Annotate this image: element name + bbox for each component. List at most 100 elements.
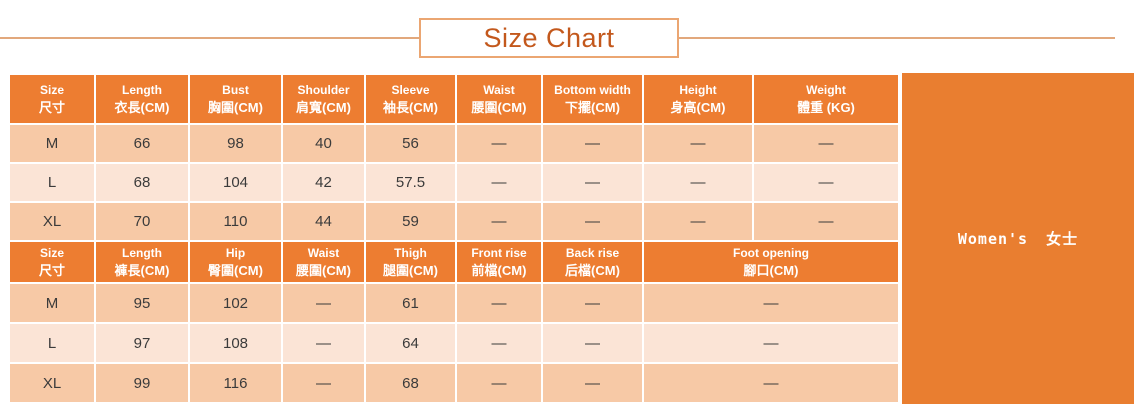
header-label-en: Weight — [806, 82, 846, 97]
value-cell: 116 — [188, 362, 283, 404]
value-cell: 108 — [188, 322, 283, 364]
value-cell: — — [642, 162, 754, 203]
header-label-zh: 肩寬(CM) — [296, 99, 351, 115]
header-label-en: Height — [679, 82, 717, 97]
header-label-zh: 腰圍(CM) — [471, 99, 527, 115]
value-cell: — — [752, 162, 900, 203]
header-label-en: Hip — [225, 245, 246, 260]
value-cell: — — [642, 282, 900, 324]
value-cell: 44 — [281, 201, 366, 242]
header-label-en: Size — [39, 245, 64, 260]
value-cell: 59 — [364, 201, 457, 242]
value-cell: 97 — [94, 322, 190, 364]
value-cell: 110 — [188, 201, 283, 242]
bottoms-row-xl: XL 99 116—68— — — — [8, 362, 900, 404]
value-cell: 95 — [94, 282, 190, 324]
gender-label-en: Women's — [957, 229, 1029, 248]
value-cell: — — [752, 123, 900, 164]
tops-header-bottom-width: Bottom width 下擺(CM) — [541, 73, 644, 125]
gender-panel: Women's 女士 — [902, 73, 1134, 404]
bottoms-row-l: L 97 108—64— — — — [8, 322, 900, 364]
tops-header-shoulder: Shoulder 肩寬(CM) — [281, 73, 366, 125]
value-cell: — — [455, 282, 543, 324]
value-cell: — — [642, 322, 900, 364]
tops-header-row: Size 尺寸 Length 衣長(CM) Bust 胸圍(CM) Shoulder 肩寬(C… — [8, 73, 900, 125]
size-cell: L — [8, 322, 96, 364]
value-cell: 61 — [364, 282, 457, 324]
header-label-zh: 腰圍(CM) — [296, 262, 351, 278]
header-label-zh: 胸圍(CM) — [208, 99, 263, 115]
bottoms-header-thigh: Thigh 腿圍(CM) — [364, 240, 457, 284]
tops-header-height: Height 身高(CM) — [642, 73, 754, 125]
value-cell: — — [455, 362, 543, 404]
tops-header-size: Size 尺寸 — [8, 73, 96, 125]
value-cell: — — [455, 322, 543, 364]
size-cell: M — [8, 123, 96, 164]
size-cell: XL — [8, 201, 96, 242]
title-band: Size Chart — [0, 0, 1134, 73]
bottoms-header-waist: Waist 腰圍(CM) — [281, 240, 366, 284]
bottoms-header-row: Size 尺寸 Length 褲長(CM) Hip 臀圍(CM) Waist 腰圍(CM) Th… — [8, 240, 900, 284]
bottoms-header-hip: Hip 臀圍(CM) — [188, 240, 283, 284]
header-label-en: Length — [122, 82, 162, 97]
value-cell: — — [541, 201, 644, 242]
header-label-zh: 下擺(CM) — [565, 99, 620, 115]
value-cell: 66 — [94, 123, 190, 164]
header-label-zh: 袖長(CM) — [383, 99, 438, 115]
header-label-zh: 尺寸 — [38, 262, 65, 278]
header-label-en: Shoulder — [297, 82, 350, 97]
value-cell: 56 — [364, 123, 457, 164]
page-title: Size Chart — [483, 22, 615, 53]
value-cell: — — [642, 201, 754, 242]
value-cell: 98 — [188, 123, 283, 164]
main-area: Size 尺寸 Length 衣長(CM) Bust 胸圍(CM) Shoulder 肩寬(C… — [8, 73, 1134, 404]
bottoms-header-foot-opening: Foot opening 腳口(CM) — [642, 240, 900, 284]
header-label-en: Bust — [222, 82, 249, 97]
size-cell: M — [8, 282, 96, 324]
value-cell: 57.5 — [364, 162, 457, 203]
tops-row-xl: XL 70 110 44 59— — — — — [8, 201, 900, 242]
value-cell: — — [281, 322, 366, 364]
value-cell: — — [642, 362, 900, 404]
value-cell: 104 — [188, 162, 283, 203]
header-label-zh: 腳口(CM) — [743, 262, 799, 278]
value-cell: — — [541, 322, 644, 364]
value-cell: 64 — [364, 322, 457, 364]
value-cell: — — [541, 162, 644, 203]
header-label-zh: 衣長(CM) — [114, 99, 170, 115]
header-label-zh: 后檔(CM) — [565, 262, 620, 278]
gender-label-zh: 女士 — [1046, 230, 1079, 248]
tops-row-l: L 68 104 42 57.5— — — — — [8, 162, 900, 203]
header-label-zh: 體重 (KG) — [797, 99, 855, 115]
tops-header-length: Length 衣長(CM) — [94, 73, 190, 125]
title-box: Size Chart — [419, 18, 679, 58]
value-cell: — — [541, 123, 644, 164]
tops-header-bust: Bust 胸圍(CM) — [188, 73, 283, 125]
size-chart-table: Size 尺寸 Length 衣長(CM) Bust 胸圍(CM) Shoulder 肩寬(C… — [8, 73, 900, 404]
header-label-en: Foot opening — [733, 245, 809, 260]
header-label-en: Thigh — [394, 245, 427, 260]
value-cell: — — [642, 123, 754, 164]
header-label-en: Size — [39, 82, 64, 97]
bottoms-header-size: Size 尺寸 — [8, 240, 96, 284]
bottoms-header-front-rise: Front rise 前檔(CM) — [455, 240, 543, 284]
value-cell: — — [752, 201, 900, 242]
value-cell: — — [281, 362, 366, 404]
header-label-zh: 前檔(CM) — [471, 262, 527, 278]
value-cell: — — [541, 282, 644, 324]
header-label-zh: 身高(CM) — [670, 99, 726, 115]
value-cell: 42 — [281, 162, 366, 203]
header-label-en: Back rise — [565, 245, 620, 260]
header-label-zh: 尺寸 — [38, 99, 65, 115]
value-cell: 68 — [94, 162, 190, 203]
value-cell: 70 — [94, 201, 190, 242]
value-cell: — — [455, 201, 543, 242]
header-label-en: Waist — [307, 245, 340, 260]
value-cell: — — [541, 362, 644, 404]
header-label-zh: 褲長(CM) — [114, 262, 170, 278]
bottoms-header-length: Length 褲長(CM) — [94, 240, 190, 284]
value-cell: — — [455, 162, 543, 203]
header-label-en: Waist — [483, 82, 515, 97]
header-label-zh: 腿圍(CM) — [383, 262, 438, 278]
value-cell: 102 — [188, 282, 283, 324]
